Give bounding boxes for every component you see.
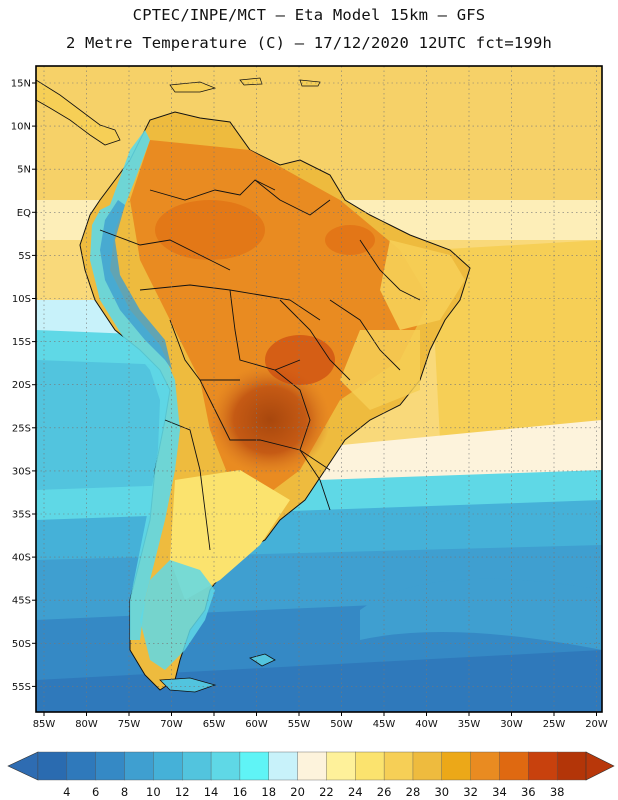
colorbar-segment	[441, 751, 472, 781]
colorbar-segment	[528, 751, 558, 781]
colorbar-low-arrow	[7, 751, 39, 781]
patagonia-cool	[140, 560, 215, 670]
colorbar-value-label: 24	[348, 785, 363, 799]
colorbar-segment	[210, 751, 241, 781]
lat-label: 30S	[12, 466, 31, 477]
colorbar-value-label: 32	[463, 785, 478, 799]
andes-cold-strip	[90, 130, 180, 640]
lat-label: 40S	[12, 553, 31, 564]
southern-ocean-band-5	[36, 650, 602, 712]
colorbar-segment	[297, 751, 328, 781]
lat-label: 25S	[12, 423, 31, 434]
lat-label: EQ	[17, 208, 31, 219]
lon-label: 30W	[500, 719, 523, 730]
lat-label: 45S	[12, 596, 31, 607]
lat-label: 10N	[11, 122, 31, 133]
map-frame	[35, 65, 603, 713]
pacific-cooler-region	[36, 360, 175, 500]
colorbar-segment	[37, 751, 68, 781]
andes-cold-core	[100, 200, 172, 370]
color-scale-bar: 4 6 8 10 12 14 16 18 20 22 24 26 28 30 32 34 36 38	[7, 751, 615, 799]
lon-label: 70W	[160, 719, 183, 730]
colorbar-value-label: 30	[434, 785, 449, 799]
lat-label: 55S	[12, 682, 31, 693]
colorbar-value-label: 28	[406, 785, 421, 799]
lon-label: 40W	[415, 719, 438, 730]
colorbar-value-label: 26	[377, 785, 392, 799]
atlantic-warm-region	[430, 240, 602, 440]
colorbar-segment	[239, 751, 270, 781]
lon-label: 75W	[118, 719, 141, 730]
lat-label: 5N	[17, 165, 31, 176]
colorbar-segment	[182, 751, 212, 781]
lat-label: 15N	[11, 79, 31, 90]
colorbar-segment	[355, 751, 385, 781]
colorbar-value-label: 14	[204, 785, 219, 799]
colorbar-value-label: 18	[261, 785, 276, 799]
colorbar-segment	[124, 751, 154, 781]
colorbar-value-label: 16	[233, 785, 248, 799]
colorbar-segment	[326, 751, 356, 781]
map-title-line-1: CPTEC/INPE/MCT – Eta Model 15km – GFS	[132, 6, 486, 24]
colorbar-value-label: 34	[492, 785, 507, 799]
lon-label: 80W	[75, 719, 98, 730]
colorbar-segment	[383, 751, 414, 781]
colorbar-value-label: 20	[290, 785, 305, 799]
country-borders	[99, 179, 421, 551]
northeast-warm	[380, 240, 465, 330]
tierra-del-fuego	[159, 677, 217, 693]
colorbar-segment	[412, 751, 443, 781]
lat-label: 50S	[12, 639, 31, 650]
colorbar-value-label: 10	[146, 785, 161, 799]
colorbar-value-label: 38	[550, 785, 565, 799]
lon-label: 85W	[33, 719, 56, 730]
lon-label: 60W	[245, 719, 268, 730]
lon-label: 35W	[458, 719, 481, 730]
colorbar-segment	[470, 751, 501, 781]
lon-label: 55W	[288, 719, 311, 730]
caribbean-islands	[169, 77, 321, 93]
southeast-warm	[340, 330, 420, 410]
lon-label: 45W	[373, 719, 396, 730]
colorbar-value-label: 8	[121, 785, 128, 799]
colorbar-value-label: 6	[92, 785, 99, 799]
lon-label: 50W	[330, 719, 353, 730]
colorbar-segment	[66, 751, 97, 781]
latitude-labels: 15N 10N 5N EQ 5S 10S 15S 20S 25S 30S 35S 40S 45S 50S 5…	[11, 79, 36, 693]
patagonia-warm	[170, 470, 290, 600]
colorbar-segment	[499, 751, 529, 781]
hot-core-paraguay	[210, 365, 330, 475]
longitude-labels: 85W 80W 75W 70W 65W 60W 55W 50W 45W 40W 35W 30W 25W 2…	[33, 712, 608, 730]
colorbar-value-label: 36	[521, 785, 536, 799]
colorbar-value-label: 4	[63, 785, 70, 799]
colorbar-segment	[153, 751, 183, 781]
lon-label: 65W	[203, 719, 226, 730]
lat-label: 15S	[12, 337, 31, 348]
lon-label: 25W	[543, 719, 566, 730]
map-field	[36, 66, 602, 712]
map-title-line-2: 2 Metre Temperature (C) – 17/12/2020 12U…	[65, 34, 553, 52]
swirl-patch	[360, 578, 602, 650]
colorbar-value-label: 22	[319, 785, 334, 799]
colorbar-value-label: 12	[175, 785, 190, 799]
hot-core-amazon	[155, 200, 265, 260]
colorbar-segment	[556, 751, 587, 781]
lon-label: 20W	[585, 719, 608, 730]
colorbar-high-arrow	[585, 751, 615, 781]
central-america	[36, 79, 121, 146]
lat-label: 35S	[12, 510, 31, 521]
lat-label: 20S	[12, 380, 31, 391]
lat-label: 10S	[12, 294, 31, 305]
lat-label: 5S	[18, 251, 31, 262]
colorbar-segment	[268, 751, 299, 781]
colorbar-segment	[95, 751, 126, 781]
hot-core-para	[325, 225, 375, 255]
